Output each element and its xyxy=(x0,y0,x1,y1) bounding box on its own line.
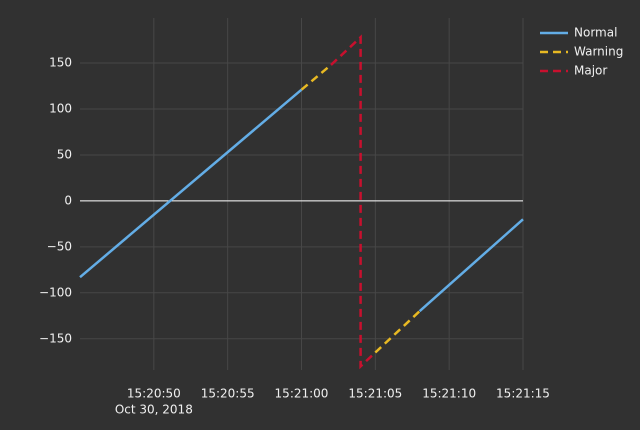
y-tick-label: −150 xyxy=(39,331,72,345)
y-tick-label: −50 xyxy=(47,239,72,253)
x-tick-label: 15:21:05 xyxy=(348,387,402,401)
x-tick-label: 15:21:10 xyxy=(422,387,476,401)
y-tick-label: 50 xyxy=(57,147,72,161)
y-tick-label: 0 xyxy=(64,193,72,207)
series-line xyxy=(300,63,421,354)
legend-label: Normal xyxy=(574,26,617,40)
x-tick-label: 15:21:00 xyxy=(275,387,329,401)
x-tick-label: 15:20:50 xyxy=(127,387,181,401)
legend-label: Major xyxy=(574,64,607,78)
y-tick-label: 100 xyxy=(49,101,72,115)
x-date-label: Oct 30, 2018 xyxy=(115,403,193,417)
legend-label: Warning xyxy=(574,45,623,59)
x-tick-label: 15:21:15 xyxy=(496,387,550,401)
y-tick-label: 150 xyxy=(49,56,72,70)
series-line xyxy=(330,34,377,370)
x-tick-label: 15:20:55 xyxy=(201,387,255,401)
series-line xyxy=(79,88,524,313)
y-tick-label: −100 xyxy=(39,285,72,299)
